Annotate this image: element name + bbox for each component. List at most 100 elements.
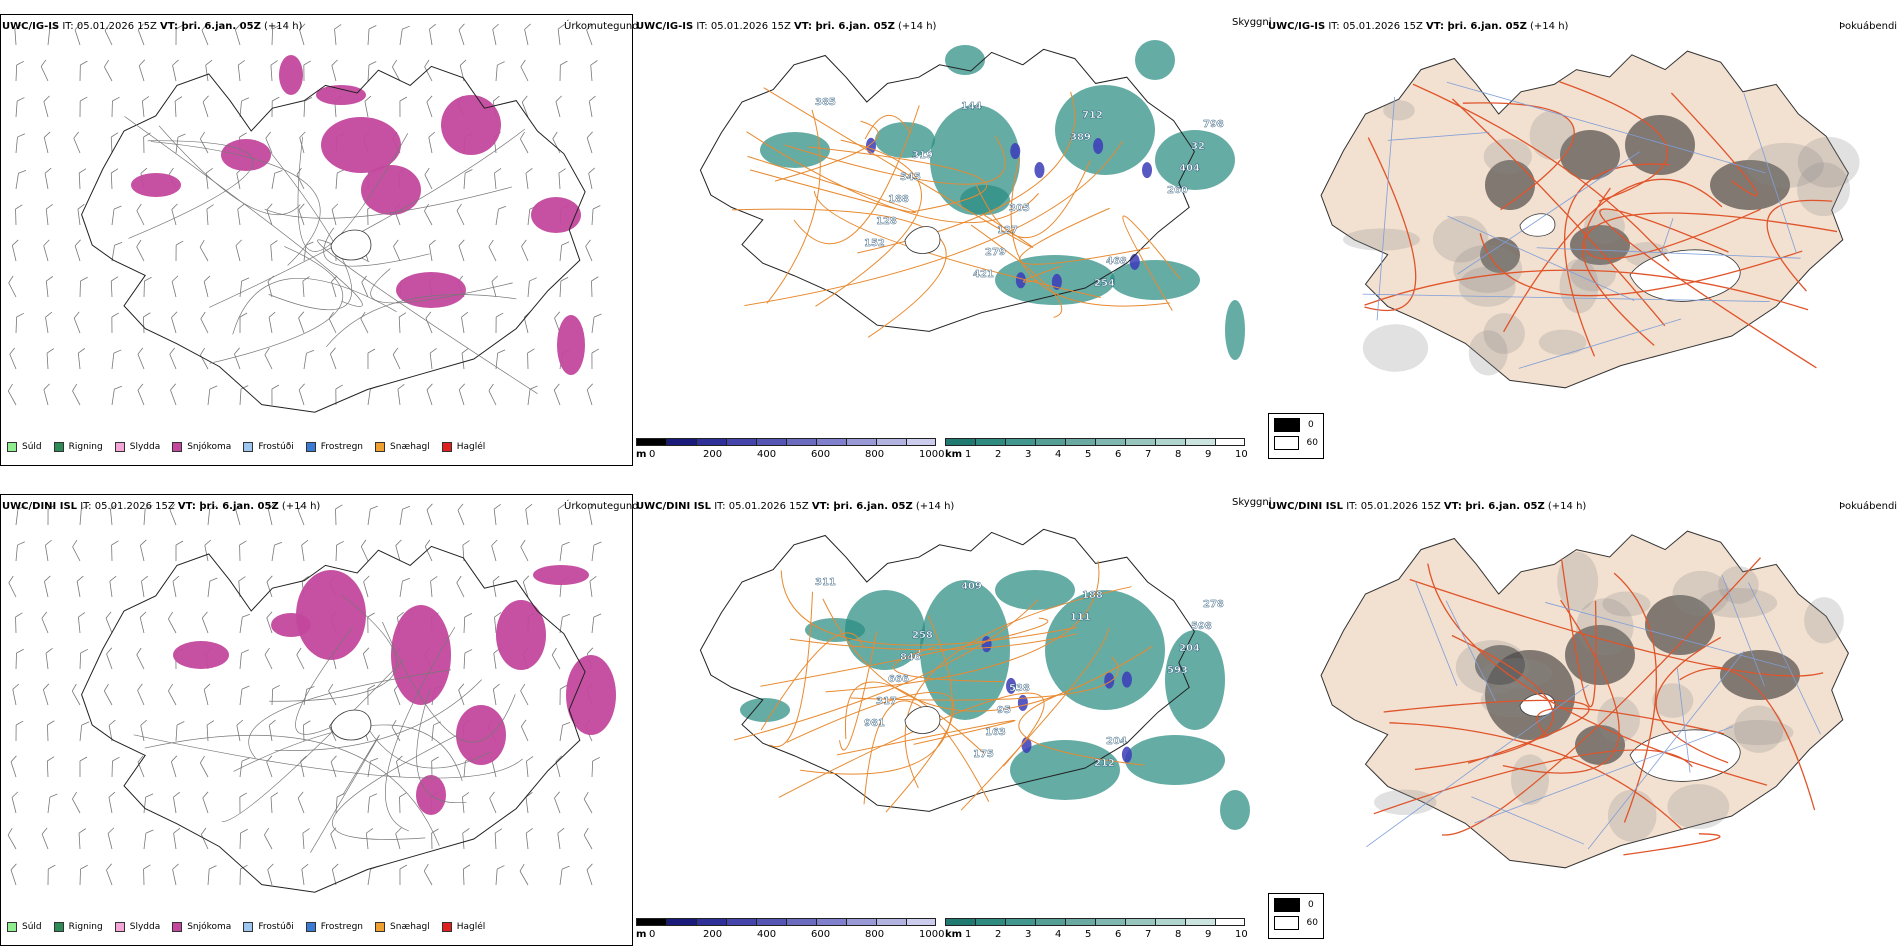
wind-barb-staff [493, 509, 497, 526]
wind-barb-flag [137, 383, 144, 391]
wind-barb [296, 647, 305, 670]
wind-barb-staff [361, 282, 369, 298]
wind-barb [267, 863, 274, 886]
fog-legend-1: 0 60 [1268, 413, 1324, 459]
valid-time: VT: þri. 6.jan. 05Z [177, 501, 279, 512]
wind-barb-staff [139, 545, 145, 562]
fog-index-area [1483, 138, 1532, 175]
wind-barb-staff [458, 29, 465, 46]
wind-barb-staff [105, 617, 113, 634]
precip-legend-item: Rigning [53, 442, 103, 452]
wind-barb [331, 59, 338, 82]
wind-barb [328, 311, 337, 334]
wind-barb [201, 611, 209, 634]
cloud-area [1010, 740, 1120, 800]
wind-barb [494, 168, 502, 190]
wind-barb [72, 791, 81, 814]
wind-barb [111, 756, 120, 778]
wind-barb [175, 133, 186, 154]
road-line [382, 621, 516, 743]
colorbar-segment [636, 438, 666, 446]
wind-barb-staff [235, 509, 241, 526]
precip-legend-swatch [305, 442, 316, 452]
lead-time: (+14 h) [1526, 21, 1569, 32]
wind-barb-flag [520, 683, 526, 692]
wind-barb [303, 349, 315, 370]
wind-barb-staff [201, 617, 209, 634]
ceiling-label: 712 [1082, 110, 1103, 121]
wind-barb-staff [298, 317, 305, 334]
wind-barb-staff [45, 317, 49, 334]
wind-barb [456, 575, 465, 598]
precip-map-1 [7, 23, 602, 413]
wind-barb-flag [136, 203, 142, 211]
wind-barb [15, 169, 27, 190]
wind-barb-staff [267, 869, 273, 886]
wind-barb-staff [47, 29, 51, 46]
wind-barb [583, 827, 593, 850]
wind-barb-flag [331, 59, 338, 66]
ceiling-label: 311 [815, 577, 836, 588]
wind-barb-staff [201, 30, 209, 46]
wind-barb-staff [425, 318, 433, 334]
wind-barb-flag [43, 239, 50, 246]
fog-index-area [1584, 208, 1625, 244]
wind-barb [207, 865, 217, 886]
colorbar-segment [1215, 918, 1245, 926]
wind-barb [360, 539, 369, 562]
wind-barb-staff [234, 29, 241, 46]
wind-barb [591, 276, 599, 298]
wind-barb [495, 312, 504, 334]
precip-legend-swatch [305, 922, 316, 932]
wind-barb-flag [206, 720, 215, 726]
colorbar-segment [1065, 918, 1095, 926]
river-line [1362, 293, 1770, 302]
wind-barb [141, 575, 148, 598]
wind-barb-staff [457, 510, 465, 526]
wind-barb [491, 275, 498, 298]
wind-barb-flag [168, 167, 174, 175]
wind-barb [137, 683, 145, 706]
wind-barb [202, 95, 209, 118]
wind-barb-staff [44, 581, 49, 598]
wind-barb-staff [138, 65, 145, 82]
road-line [221, 659, 404, 823]
wind-barb-flag [583, 827, 589, 836]
wind-barb-flag [270, 60, 278, 66]
wind-barb [458, 683, 465, 706]
wind-barb [557, 24, 565, 46]
ceiling-label: 127 [997, 225, 1018, 236]
wind-barb-flag [361, 275, 367, 283]
fog-title-2: Þokuábendi [1839, 501, 1898, 512]
valid-time: VT: þri. 6.jan. 05Z [794, 21, 895, 32]
wind-barb-flag [16, 60, 25, 66]
wind-barb-flag [494, 168, 502, 174]
wind-barb-flag [592, 205, 601, 210]
wind-barb [423, 863, 433, 886]
wind-barb-flag [199, 755, 205, 764]
wind-barb-staff [175, 725, 178, 742]
wind-barb [172, 575, 180, 598]
wind-barb-staff [169, 354, 177, 370]
river-line [1387, 131, 1490, 141]
wind-barb-staff [591, 760, 594, 778]
wind-barb [552, 131, 561, 154]
wind-barb-staff [559, 869, 563, 886]
wind-barb-flag [370, 505, 378, 510]
wind-barb-staff [552, 138, 561, 154]
wind-barb [175, 240, 184, 262]
wind-barb-staff [426, 509, 433, 526]
precip-legend-swatch [114, 922, 125, 932]
wind-barb [299, 131, 306, 154]
road-line [850, 656, 1119, 701]
wind-barb-staff [15, 64, 18, 82]
wind-barb [137, 347, 145, 370]
road-line [904, 586, 1132, 789]
fog-index-area [1485, 160, 1535, 210]
wind-barb [207, 577, 218, 598]
precip-panel-2: Súld Rigning Slydda Snjókoma Frostúði Frostre… [0, 494, 633, 946]
wind-barb-flag [78, 612, 86, 618]
wind-barb [301, 863, 309, 886]
road-line [323, 227, 430, 267]
snow-area [396, 272, 466, 308]
